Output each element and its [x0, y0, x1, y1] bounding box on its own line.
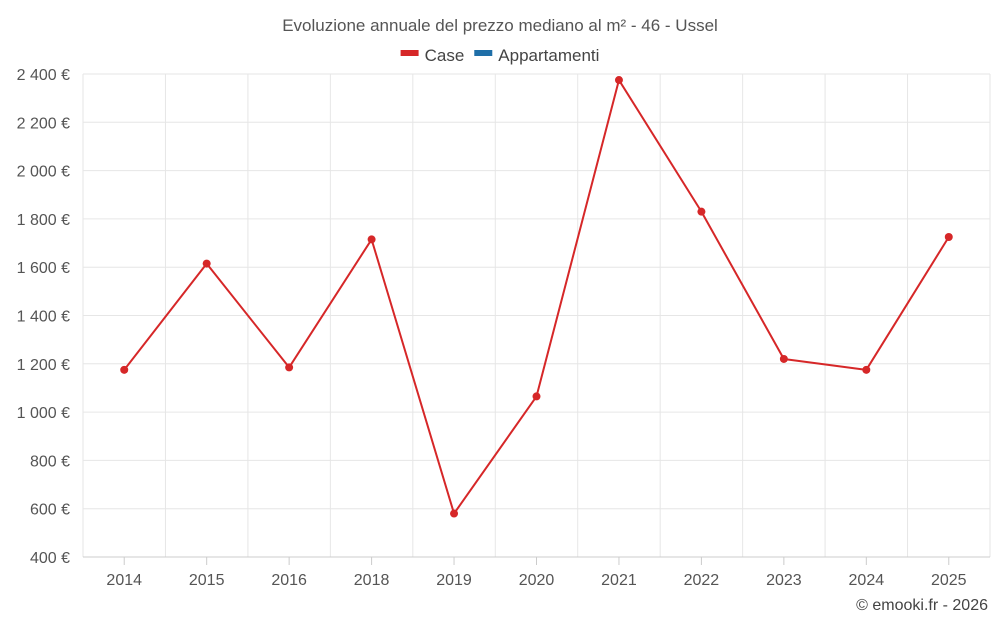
x-tick-label: 2024: [849, 572, 885, 589]
x-tick-label: 2019: [436, 572, 472, 589]
data-point[interactable]: [120, 365, 129, 374]
x-tick-label: 2016: [271, 572, 307, 589]
y-tick-label: 1 800 €: [17, 212, 70, 229]
y-tick-label: 1 000 €: [17, 405, 70, 422]
x-tick-label: 2014: [106, 572, 142, 589]
data-point[interactable]: [697, 207, 706, 216]
y-tick-label: 1 600 €: [17, 260, 70, 277]
x-tick-label: 2020: [519, 572, 555, 589]
x-tick-label: 2023: [766, 572, 802, 589]
data-point[interactable]: [779, 354, 788, 363]
legend-label: Case: [425, 46, 465, 65]
y-axis: 400 € 600 € 800 € 1 000 € 1 200 € 1 400 € 1 60…: [17, 67, 70, 567]
x-tick-label: 2015: [189, 572, 225, 589]
data-point[interactable]: [614, 76, 623, 85]
y-tick-label: 800 €: [30, 453, 70, 470]
data-point[interactable]: [862, 365, 871, 374]
y-tick-label: 2 400 €: [17, 67, 70, 84]
data-point[interactable]: [944, 233, 953, 242]
x-tick-label: 2022: [684, 572, 720, 589]
legend-swatch[interactable]: [474, 50, 493, 56]
data-point[interactable]: [367, 235, 376, 244]
grid-lines: [82, 73, 991, 558]
data-point[interactable]: [532, 392, 541, 401]
y-tick-label: 2 200 €: [17, 115, 70, 132]
x-tick-label: 2018: [354, 572, 390, 589]
series-layer: [120, 76, 953, 518]
x-axis: 2014 2015 2016 2018 2019 2020 2021 2022 2023 2024…: [83, 556, 990, 589]
data-point[interactable]: [450, 509, 459, 518]
data-point[interactable]: [202, 259, 211, 268]
credit-text: © emooki.fr - 2026: [856, 597, 988, 614]
y-tick-label: 1 400 €: [17, 309, 70, 326]
y-tick-label: 600 €: [30, 502, 70, 519]
legend-swatch[interactable]: [400, 50, 419, 56]
chart-title: Evoluzione annuale del prezzo mediano al…: [282, 16, 718, 35]
legend-label: Appartamenti: [498, 46, 599, 65]
data-point[interactable]: [285, 363, 294, 372]
x-tick-label: 2021: [601, 572, 637, 589]
y-tick-label: 1 200 €: [17, 357, 70, 374]
legend: Case Appartamenti: [400, 46, 599, 65]
y-tick-label: 400 €: [30, 550, 70, 567]
y-tick-label: 2 000 €: [17, 164, 70, 181]
x-tick-label: 2025: [931, 572, 967, 589]
